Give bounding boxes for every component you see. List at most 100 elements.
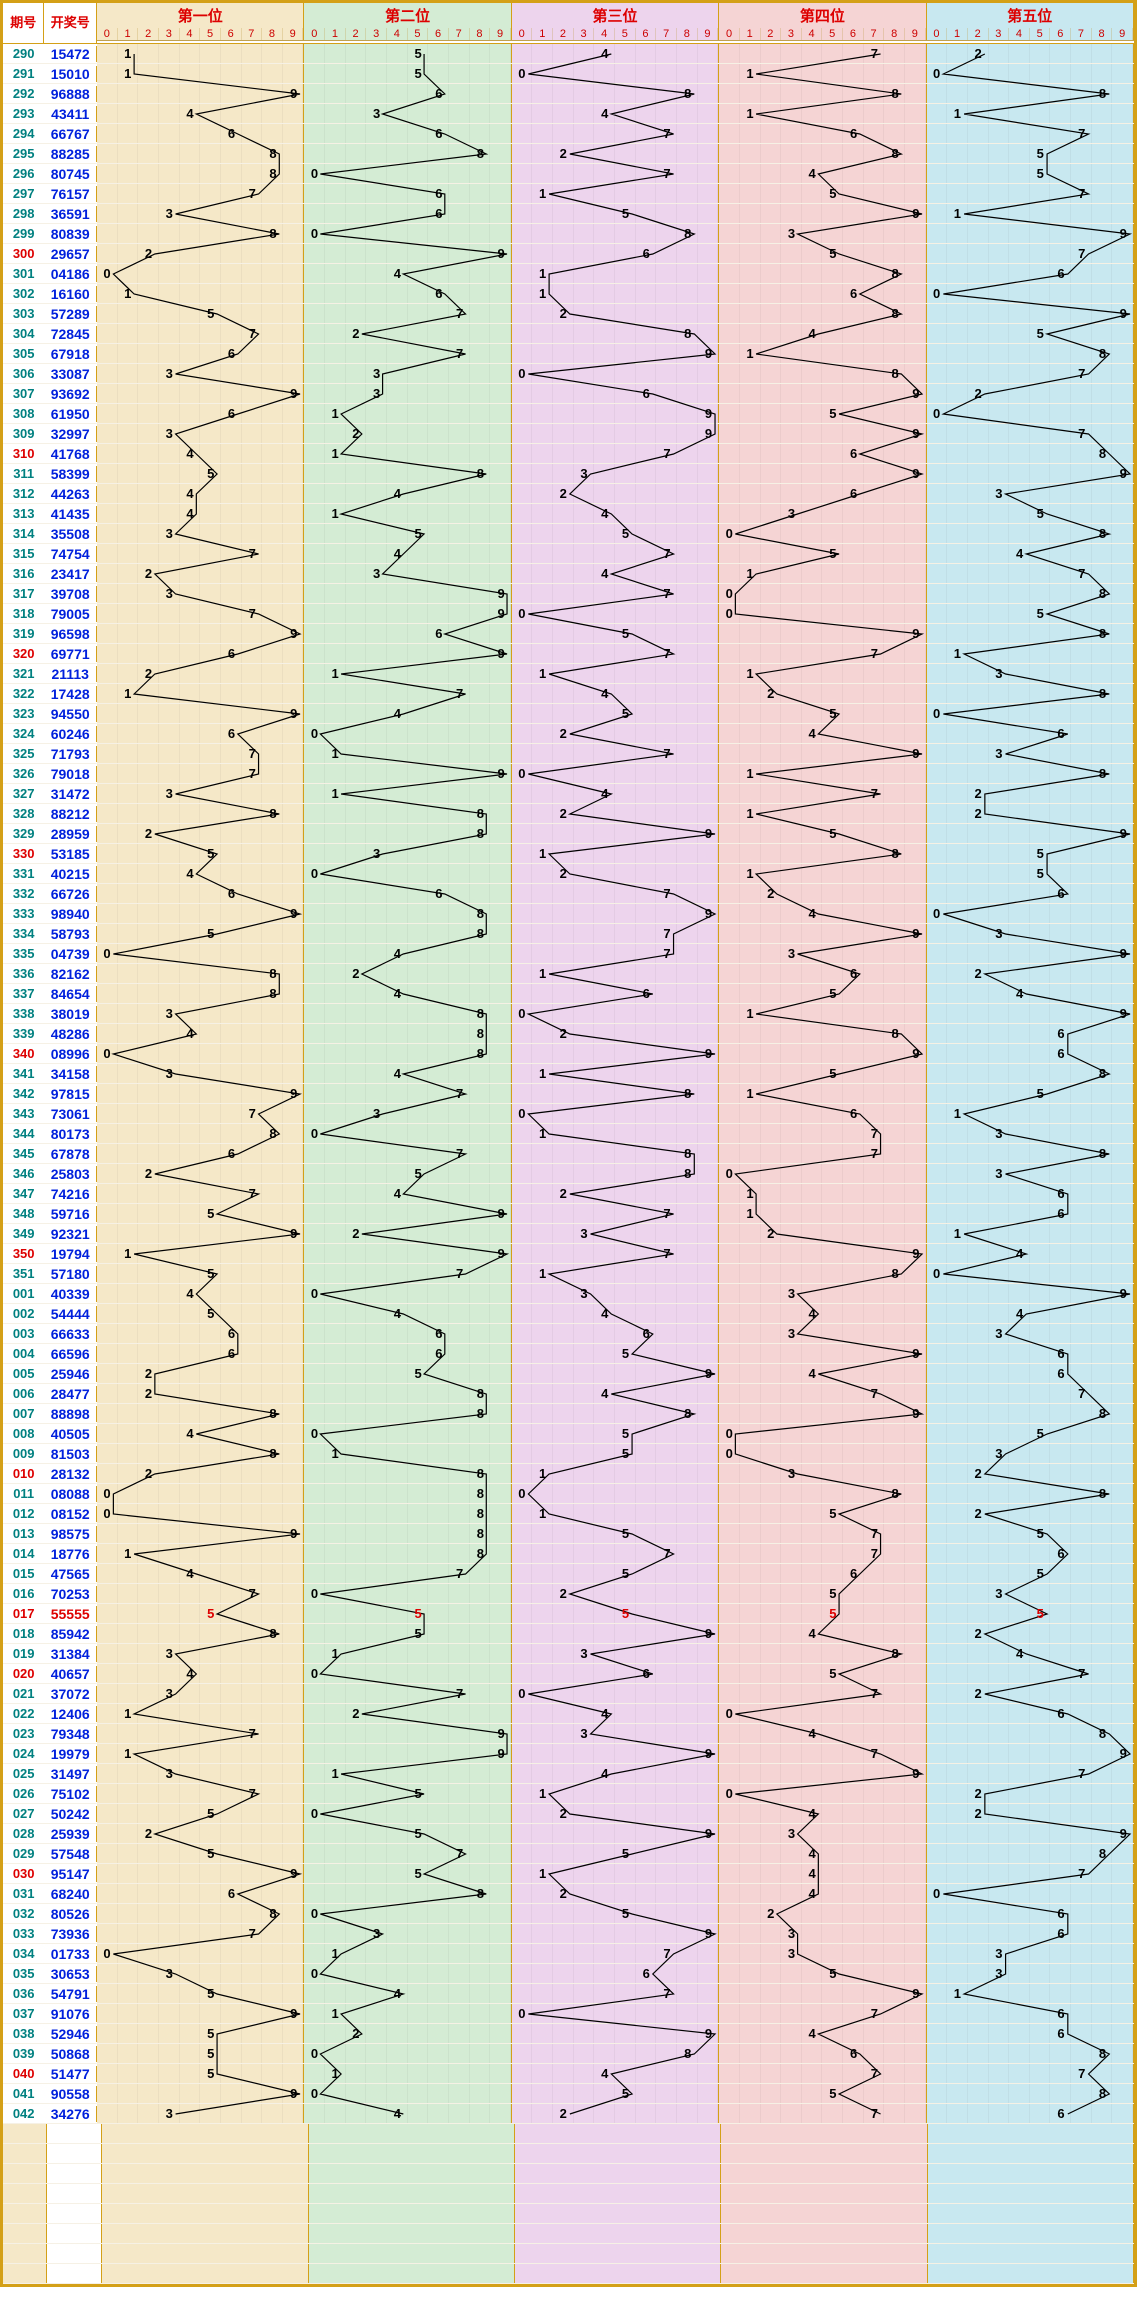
period-cell: 329 [3,826,44,841]
digit-group-5: 8 [927,1144,1134,1163]
digit-group-1: 3 [97,424,304,443]
digit-group-3: 0 [512,604,719,623]
digit-group-1: 5 [97,1984,304,2003]
lottery-trend-chart: 期号 开奖号 第一位第二位第三位第四位第五位 01234567890123456… [0,0,1137,2287]
digit-group-5: 0 [927,284,1134,303]
digit-group-2: 3 [304,1104,511,1123]
digit-marker: 8 [678,86,698,101]
digit-marker: 6 [1051,1206,1071,1221]
lottery-number: 96888 [44,86,97,102]
header-pos-5: 第五位 [927,3,1134,28]
data-row: 3477421674216 [3,1184,1134,1204]
digit-group-5: 1 [927,1984,1134,2003]
digit-group-4: 0 [719,524,926,543]
digit-marker: 1 [325,406,345,421]
digit-group-4: 3 [719,1324,926,1343]
digit-group-4: 1 [719,764,926,783]
digit-group-4: 3 [719,1924,926,1943]
data-row: 3515718057180 [3,1264,1134,1284]
digit-marker: 5 [616,1906,636,1921]
period-cell: 008 [3,1426,44,1441]
digit-group-1: 8 [97,1124,304,1143]
digit-group-1: 7 [97,1184,304,1203]
digit-marker: 9 [906,926,926,941]
period-cell: 344 [3,1126,44,1141]
period-cell: 029 [3,1846,44,1861]
digit-group-5: 1 [927,1224,1134,1243]
digit-marker: 2 [553,866,573,881]
digit-group-5: 7 [927,1664,1134,1683]
digit-marker: 9 [1113,1006,1133,1021]
digit-group-5: 3 [927,484,1134,503]
digit-group-1: 5 [97,924,304,943]
digit-group-1: 5 [97,304,304,323]
digit-marker: 3 [989,1166,1009,1181]
period-cell: 001 [3,1286,44,1301]
digit-marker: 8 [678,326,698,341]
digit-group-2: 2 [304,1704,511,1723]
digit-group-3: 1 [512,664,719,683]
digit-marker: 4 [180,866,200,881]
digit-group-4: 1 [719,1184,926,1203]
lottery-number: 93692 [44,386,97,402]
digit-group-4: 7 [719,1744,926,1763]
lottery-number: 58793 [44,926,97,942]
digit-group-3: 5 [512,204,719,223]
digit-group-4: 6 [719,284,926,303]
digit-marker: 4 [180,1666,200,1681]
period-cell: 296 [3,166,44,181]
digit-group-2: 4 [304,264,511,283]
digit-marker: 1 [325,666,345,681]
digit-marker: 4 [387,2106,407,2121]
digit-group-2: 6 [304,1344,511,1363]
digit-marker: 2 [139,666,159,681]
period-cell: 024 [3,1746,44,1761]
lottery-number: 58399 [44,466,97,482]
digit-group-3: 1 [512,184,719,203]
digit-marker: 3 [159,1966,179,1981]
data-row: 3437306173061 [3,1104,1134,1124]
digit-group-1: 3 [97,1644,304,1663]
digit-marker: 5 [823,246,843,261]
digit-marker: 6 [636,1326,656,1341]
digit-group-4: 4 [719,164,926,183]
digit-marker: 5 [408,1866,428,1881]
digit-group-1: 5 [97,1804,304,1823]
digit-group-4: 7 [719,1124,926,1143]
digit-marker: 1 [740,1206,760,1221]
period-cell: 298 [3,206,44,221]
digit-group-3: 6 [512,984,719,1003]
data-row: 2977615776157 [3,184,1134,204]
digit-group-2: 5 [304,1364,511,1383]
data-row: 2983659136591 [3,204,1134,224]
digit-group-4: 5 [719,984,926,1003]
digit-group-2: 5 [304,1624,511,1643]
digit-group-3: 5 [512,1564,719,1583]
period-cell: 336 [3,966,44,981]
digit-group-5: 2 [927,804,1134,823]
data-row: 3221742817428 [3,684,1134,704]
digit-group-4: 5 [719,544,926,563]
digit-group-5: 2 [927,1464,1134,1483]
data-row: 0395086850868 [3,2044,1134,2064]
digit-group-4: 8 [719,844,926,863]
digit-marker: 9 [284,1526,304,1541]
digit-marker: 5 [201,306,221,321]
digit-group-4: 1 [719,804,926,823]
digit-marker: 9 [906,1766,926,1781]
lottery-number: 51477 [44,2066,97,2082]
digit-marker: 0 [927,286,947,301]
digit-marker: 1 [325,1646,345,1661]
period-cell: 315 [3,546,44,561]
digit-group-3: 4 [512,44,719,63]
data-row: 0120815208152 [3,1504,1134,1524]
digit-marker: 9 [698,2026,718,2041]
blank-row [3,2224,1134,2244]
digit-group-2: 0 [304,724,511,743]
data-row: 0213707237072 [3,1684,1134,1704]
digit-marker: 5 [616,526,636,541]
data-row: 0098150381503 [3,1444,1134,1464]
digit-marker: 0 [97,266,117,281]
data-row: 3378465484654 [3,984,1134,1004]
digit-marker: 6 [429,126,449,141]
